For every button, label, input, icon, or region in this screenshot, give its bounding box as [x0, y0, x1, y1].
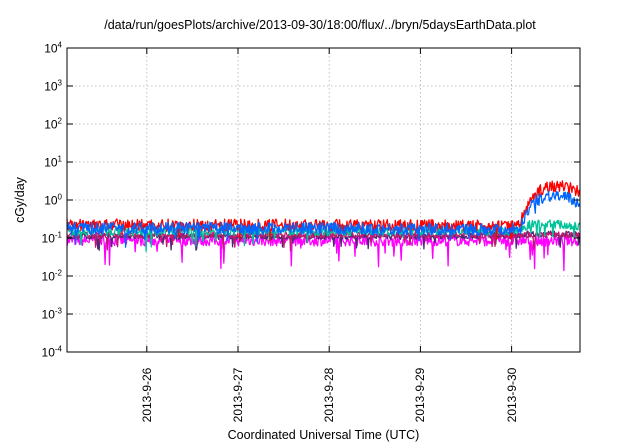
x-tick-label: 2013-9-27 [231, 367, 245, 423]
y-tick-base: 10 [44, 117, 58, 132]
y-tick-base: 10 [44, 155, 58, 170]
y-tick-base: 10 [41, 231, 55, 246]
y-tick-label: 100 [44, 193, 62, 208]
series-line-1 [66, 234, 581, 272]
y-tick-exponent: 3 [57, 78, 62, 88]
y-tick-base: 10 [44, 79, 58, 94]
y-tick-base: 10 [44, 193, 58, 208]
y-tick-exponent: -2 [54, 268, 62, 278]
x-axis-label: Coordinated Universal Time (UTC) [227, 428, 420, 442]
y-tick-exponent: -3 [54, 306, 62, 316]
grid-lines [67, 47, 580, 353]
tick-marks [67, 47, 580, 353]
y-axis-label: cGy/day [13, 177, 27, 223]
y-tick-exponent: -4 [54, 344, 62, 354]
y-tick-exponent: 4 [57, 40, 62, 50]
y-tick-base: 10 [41, 269, 55, 284]
y-tick-label: 10-1 [42, 231, 62, 246]
x-tick-label: 2013-9-30 [504, 367, 519, 423]
series-lines [66, 180, 581, 272]
x-tick-label: 2013-9-28 [322, 367, 337, 423]
x-tick-label: 2013-9-29 [413, 367, 428, 423]
y-tick-base: 10 [41, 307, 55, 322]
series-line-6 [66, 190, 581, 248]
chart-title: /data/run/goesPlots/archive/2013-09-30/1… [104, 18, 536, 32]
series-line-3 [66, 231, 581, 252]
y-tick-base: 10 [44, 41, 58, 56]
y-tick-label: 104 [44, 41, 62, 56]
y-tick-label: 10-3 [42, 307, 62, 322]
y-tick-label: 102 [44, 117, 62, 132]
y-tick-exponent: -1 [54, 230, 62, 240]
y-tick-exponent: 0 [57, 192, 62, 202]
y-tick-exponent: 1 [57, 154, 62, 164]
y-tick-label: 10-4 [42, 345, 62, 360]
y-tick-exponent: 2 [57, 116, 62, 126]
y-tick-label: 10-2 [42, 269, 62, 284]
y-tick-base: 10 [41, 345, 55, 360]
y-tick-label: 103 [44, 79, 62, 94]
y-tick-label: 101 [44, 155, 62, 170]
x-tick-label: 2013-9-26 [139, 367, 154, 423]
